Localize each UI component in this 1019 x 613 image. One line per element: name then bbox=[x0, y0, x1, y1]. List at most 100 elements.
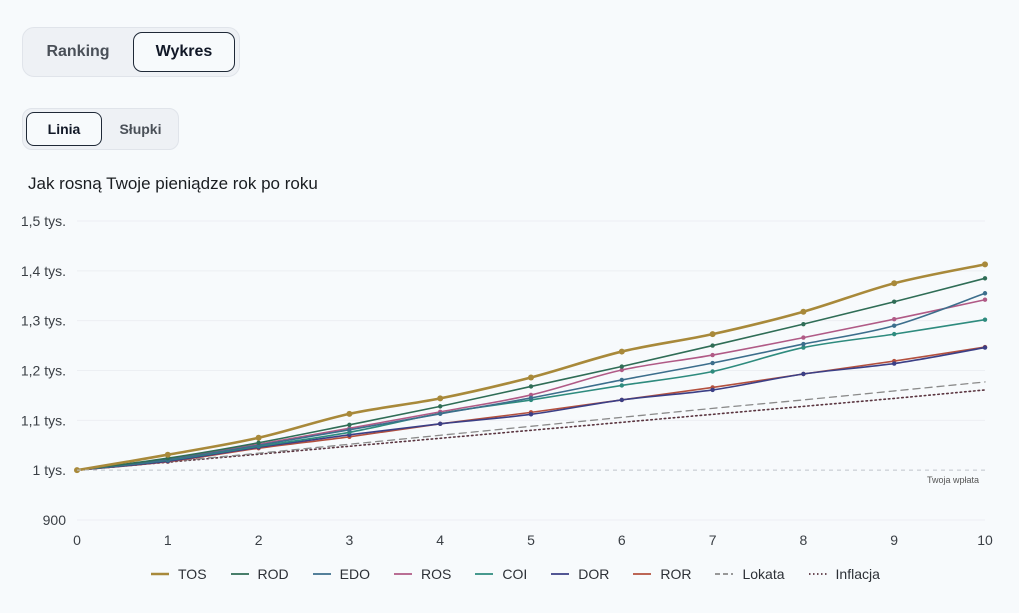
x-tick-label: 6 bbox=[618, 532, 626, 548]
series-inflacja bbox=[76, 389, 986, 471]
data-point-dor bbox=[982, 345, 988, 350]
series-line-edo bbox=[76, 292, 986, 471]
series-line-lokata bbox=[76, 381, 986, 471]
legend-label: ROR bbox=[660, 566, 692, 582]
chart-grid bbox=[77, 220, 985, 521]
data-point-tos bbox=[709, 331, 716, 338]
legend-swatch bbox=[151, 572, 169, 576]
data-point-ros bbox=[892, 316, 897, 322]
data-point-ros bbox=[710, 352, 715, 358]
data-point-edo bbox=[528, 395, 534, 401]
data-point-ros bbox=[801, 335, 806, 340]
series-lokata bbox=[76, 381, 986, 471]
chart-annotations: Twoja wpłata bbox=[77, 469, 985, 485]
chart-tab[interactable]: Wykres bbox=[133, 32, 235, 72]
legend-swatch bbox=[551, 573, 570, 575]
data-point-dor bbox=[710, 387, 715, 393]
data-point-tos bbox=[346, 410, 353, 417]
legend-label: ROD bbox=[257, 566, 289, 582]
legend-label: Inflacja bbox=[835, 566, 880, 582]
data-point-rod bbox=[801, 321, 806, 327]
x-tick-label: 0 bbox=[73, 532, 81, 548]
y-tick-label: 1,1 tys. bbox=[21, 412, 66, 428]
legend-label: Lokata bbox=[742, 566, 785, 582]
data-point-dor bbox=[438, 421, 443, 427]
x-tick-label: 9 bbox=[890, 532, 898, 548]
ranking-tab[interactable]: Ranking bbox=[27, 32, 129, 72]
line-chart: 900 1 tys. 1,1 tys. 1,2 tys. 1,3 tys. 1,4 tys… bbox=[21, 213, 993, 548]
data-point-tos bbox=[437, 395, 444, 402]
data-point-coi bbox=[801, 345, 806, 350]
y-tick-label: 1 tys. bbox=[33, 462, 66, 478]
chart-legend: TOS ROD EDO ROS COI DOR ROR Lokata Inflacja bbox=[150, 566, 880, 582]
legend-swatch bbox=[230, 573, 249, 575]
y-axis-ticks: 900 1 tys. 1,1 tys. 1,2 tys. 1,3 tys. 1,4 tys… bbox=[21, 213, 66, 528]
legend-item-ros[interactable]: ROS bbox=[393, 566, 451, 582]
y-tick-label: 1,2 tys. bbox=[21, 363, 66, 379]
y-tick-label: 1,5 tys. bbox=[21, 213, 66, 229]
data-point-rod bbox=[256, 440, 261, 445]
legend-item-tos[interactable]: TOS bbox=[150, 566, 207, 582]
view-toggle: Ranking Wykres bbox=[22, 27, 240, 77]
data-point-dor bbox=[801, 371, 806, 377]
data-point-dor bbox=[528, 412, 534, 417]
legend-item-lokata[interactable]: Lokata bbox=[714, 566, 785, 582]
series-line-rod bbox=[76, 277, 986, 471]
data-point-edo bbox=[982, 291, 988, 296]
data-point-tos bbox=[255, 434, 262, 441]
line-chart-tab[interactable]: Linia bbox=[26, 112, 102, 146]
series-tos bbox=[74, 261, 988, 474]
legend-swatch bbox=[312, 573, 331, 575]
chart-title: Jak rosną Twoje pieniądze rok po roku bbox=[28, 174, 318, 193]
legend-item-ror[interactable]: ROR bbox=[632, 566, 691, 582]
legend-label: EDO bbox=[339, 566, 370, 582]
data-point-rod bbox=[528, 384, 534, 389]
legend-item-coi[interactable]: COI bbox=[474, 566, 527, 582]
data-point-edo bbox=[347, 427, 352, 433]
bar-chart-tab[interactable]: Słupki bbox=[106, 112, 175, 146]
data-point-rod bbox=[710, 343, 715, 348]
x-tick-label: 1 bbox=[164, 532, 172, 548]
data-point-dor bbox=[619, 397, 624, 403]
data-point-tos bbox=[528, 374, 534, 381]
x-tick-label: 2 bbox=[255, 532, 263, 548]
data-point-edo bbox=[619, 377, 624, 383]
data-point-ros bbox=[982, 297, 988, 302]
y-tick-label: 900 bbox=[43, 512, 67, 528]
data-point-rod bbox=[619, 364, 624, 369]
data-point-rod bbox=[982, 276, 988, 281]
series-rod bbox=[74, 276, 988, 473]
data-point-tos bbox=[891, 280, 898, 287]
legend-swatch bbox=[715, 573, 734, 575]
data-point-rod bbox=[347, 422, 352, 428]
chart-series bbox=[74, 261, 988, 474]
data-point-coi bbox=[710, 369, 715, 374]
legend-item-dor[interactable]: DOR bbox=[550, 566, 609, 582]
data-point-coi bbox=[982, 317, 988, 322]
chart-type-toggle: Linia Słupki bbox=[22, 108, 179, 150]
legend-item-inflacja[interactable]: Inflacja bbox=[808, 566, 880, 582]
legend-label: COI bbox=[502, 566, 528, 582]
legend-label: DOR bbox=[578, 566, 610, 582]
x-tick-label: 8 bbox=[800, 532, 808, 548]
legend-item-edo[interactable]: EDO bbox=[312, 566, 370, 582]
data-point-coi bbox=[892, 331, 897, 337]
legend-swatch bbox=[394, 573, 412, 575]
x-axis-ticks: 0 1 2 3 4 5 6 7 8 9 10 bbox=[73, 532, 993, 548]
data-point-coi bbox=[619, 383, 624, 388]
data-point-tos bbox=[618, 348, 625, 355]
data-point-edo bbox=[892, 323, 897, 328]
y-tick-label: 1,3 tys. bbox=[21, 313, 66, 329]
legend-item-rod[interactable]: ROD bbox=[230, 566, 289, 582]
series-line-inflacja bbox=[76, 389, 986, 471]
data-point-ros bbox=[619, 367, 624, 373]
deposit-annotation: Twoja wpłata bbox=[927, 475, 979, 485]
y-tick-label: 1,4 tys. bbox=[21, 263, 66, 279]
x-tick-label: 3 bbox=[346, 532, 354, 548]
data-point-dor bbox=[892, 361, 897, 366]
legend-label: TOS bbox=[178, 566, 207, 582]
legend-label: ROS bbox=[421, 566, 452, 582]
x-tick-label: 5 bbox=[527, 532, 535, 548]
x-tick-label: 4 bbox=[436, 532, 444, 548]
data-point-rod bbox=[438, 404, 443, 409]
